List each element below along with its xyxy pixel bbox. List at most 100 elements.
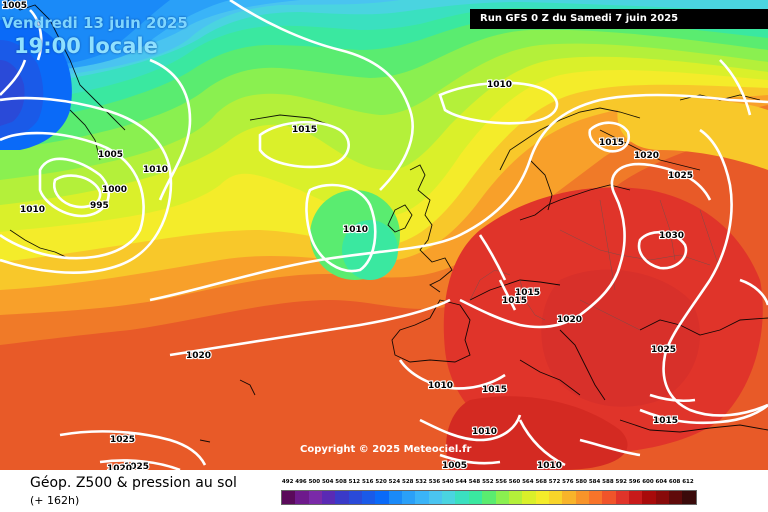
scale-swatch <box>682 491 696 504</box>
scale-label: 568 <box>535 479 547 485</box>
scale-label: 584 <box>588 479 601 485</box>
isobar-label: 1005 <box>98 150 123 160</box>
scale-label: 604 <box>655 479 668 485</box>
isobar-label: 1005 <box>442 461 467 470</box>
legend-title: Géop. Z500 & pression au sol <box>30 475 237 491</box>
scale-label: 512 <box>348 479 361 485</box>
scale-swatch <box>642 491 656 504</box>
scale-swatch <box>482 491 496 504</box>
scale-label: 540 <box>442 479 454 485</box>
isobar-label: 1020 <box>634 151 659 161</box>
isobar-label: 995 <box>90 201 109 211</box>
isobar-label: 1010 <box>20 205 45 215</box>
scale-swatch <box>388 491 403 504</box>
scale-label: 544 <box>455 479 467 485</box>
isobar-label: 1015 <box>515 288 540 298</box>
isobar-label: 1015 <box>292 125 317 135</box>
isobar-label: 1020 <box>557 315 582 325</box>
valid-time: 19:00 locale <box>14 34 158 58</box>
isobar-label: 1000 <box>102 185 127 195</box>
isobar-label: 1010 <box>343 225 368 235</box>
scale-swatch <box>615 491 629 504</box>
isobar-label: 1015 <box>599 138 624 148</box>
isobar-label: 1015 <box>502 296 527 306</box>
scale-label: 588 <box>602 479 614 485</box>
scale-swatch <box>428 491 443 504</box>
scale-label: 596 <box>628 479 641 485</box>
scale-label: 492 <box>281 479 294 485</box>
isobar-label: 1010 <box>143 165 168 175</box>
isobar-label: 1015 <box>653 416 678 426</box>
country-borders <box>469 199 721 331</box>
scale-swatch <box>522 491 536 504</box>
scale-swatch <box>442 491 456 504</box>
scale-swatch <box>322 491 336 504</box>
isobar-label: 1010 <box>472 427 497 437</box>
color-scale-labels: 492 496 500 504 508 512 516 520 524 528 532 536 540 5… <box>281 479 695 485</box>
color-scale <box>281 490 697 505</box>
valid-date: Vendredi 13 juin 2025 <box>2 14 188 32</box>
scale-label: 560 <box>508 479 521 485</box>
scale-swatch <box>282 491 296 504</box>
isobar-label: 1025 <box>110 435 135 445</box>
isobar-label: 1030 <box>659 231 684 241</box>
isobar-label: 1010 <box>487 80 512 90</box>
scale-label: 500 <box>308 479 321 485</box>
scale-swatch <box>628 491 643 504</box>
scale-label: 516 <box>361 479 374 485</box>
geopotential-field <box>0 0 768 470</box>
scale-label: 600 <box>642 479 654 485</box>
scale-label: 548 <box>468 479 481 485</box>
scale-swatch <box>362 491 376 504</box>
isobar-label: 1025 <box>651 345 676 355</box>
scale-swatch <box>588 491 603 504</box>
scale-label: 536 <box>428 479 441 485</box>
scale-swatch <box>348 491 363 504</box>
scale-label: 608 <box>668 479 681 485</box>
scale-swatch <box>468 491 483 504</box>
scale-label: 564 <box>522 479 534 485</box>
scale-swatch <box>668 491 683 504</box>
scale-label: 532 <box>415 479 427 485</box>
scale-label: 612 <box>682 479 694 485</box>
isobar-label: 1010 <box>428 381 453 391</box>
scale-swatch <box>548 491 563 504</box>
isobar-label: 1020 <box>107 464 132 470</box>
isobar-label: 1020 <box>186 351 211 361</box>
scale-swatch <box>495 491 509 504</box>
isobar-lines <box>0 0 768 470</box>
forecast-lead: (+ 162h) <box>30 494 80 507</box>
scale-swatch <box>575 491 589 504</box>
scale-swatch <box>508 491 523 504</box>
scale-swatch <box>602 491 616 504</box>
isobar-label: 1025 <box>668 171 693 181</box>
scale-label: 572 <box>548 479 561 485</box>
scale-swatch <box>535 491 549 504</box>
scale-label: 556 <box>495 479 507 485</box>
scale-label: 580 <box>575 479 587 485</box>
copyright: Copyright © 2025 Meteociel.fr <box>300 444 472 455</box>
scale-swatch <box>295 491 309 504</box>
coastlines <box>7 0 768 443</box>
scale-swatch <box>415 491 429 504</box>
map-canvas: 1005 1005 1000 995 1010 1010 1010 1015 1… <box>0 0 768 470</box>
scale-swatch <box>335 491 349 504</box>
scale-label: 576 <box>562 479 574 485</box>
run-info: Run GFS 0 Z du Samedi 7 juin 2025 <box>470 9 768 29</box>
scale-label: 520 <box>375 479 387 485</box>
scale-label: 524 <box>388 479 401 485</box>
scale-swatch <box>455 491 469 504</box>
scale-swatch <box>375 491 389 504</box>
scale-swatch <box>402 491 416 504</box>
isobar-label: 1015 <box>482 385 507 395</box>
scale-label: 504 <box>321 479 334 485</box>
scale-swatch <box>655 491 669 504</box>
scale-label: 552 <box>482 479 494 485</box>
isobar-labels: 1005 1005 1000 995 1010 1010 1010 1015 1… <box>1 0 694 470</box>
scale-label: 496 <box>295 479 307 485</box>
isobar-label: 1010 <box>537 461 562 470</box>
scale-label: 528 <box>402 479 414 485</box>
isobar-label: 1025 <box>124 462 149 470</box>
isobar-label: 1005 <box>2 1 27 11</box>
